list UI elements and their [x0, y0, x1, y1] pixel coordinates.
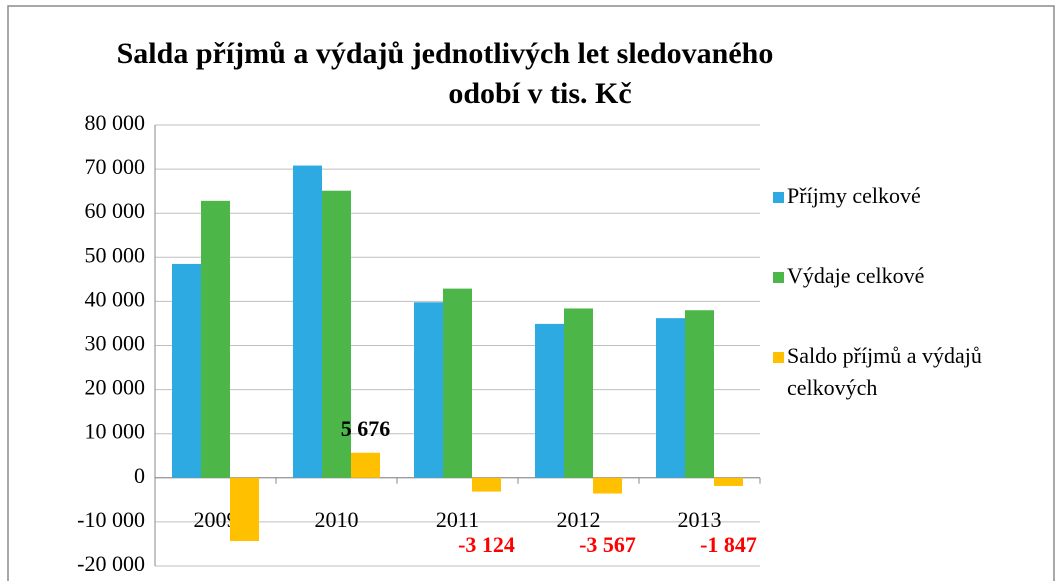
- legend-item: Saldo příjmů a výdajů celkových: [773, 340, 983, 404]
- x-tick-label: 2013: [678, 507, 722, 532]
- bar: [593, 477, 622, 494]
- y-tick-label: 50 000: [85, 242, 146, 267]
- bar: [714, 477, 743, 486]
- bar: [564, 308, 593, 478]
- chart-title: odobí v tis. Kč: [448, 77, 631, 110]
- bar: [230, 477, 259, 542]
- y-tick-label: 40 000: [85, 286, 146, 311]
- legend-swatch: [773, 352, 784, 363]
- x-tick-label: 2011: [436, 507, 479, 532]
- bar: [351, 452, 380, 478]
- bar: [472, 477, 501, 492]
- y-tick-label: 80 000: [85, 110, 146, 135]
- bar: [322, 190, 351, 478]
- y-tick-label: 0: [134, 463, 145, 488]
- legend-item: Příjmy celkové: [773, 180, 983, 212]
- y-tick-label: 30 000: [85, 331, 146, 356]
- legend-label: Saldo příjmů a výdajů celkových: [787, 343, 982, 400]
- legend-swatch: [773, 272, 784, 283]
- data-label: -3 124: [458, 532, 515, 557]
- x-tick-label: 2012: [557, 507, 601, 532]
- legend: Příjmy celkové Výdaje celkové Saldo příjmů…: [773, 180, 983, 452]
- bar: [414, 302, 443, 478]
- data-label: -3 567: [579, 532, 636, 557]
- y-tick-label: -10 000: [77, 507, 145, 532]
- legend-item: Výdaje celkové: [773, 260, 983, 292]
- x-tick-label: 2010: [315, 507, 359, 532]
- bar: [293, 165, 322, 478]
- legend-label: Příjmy celkové: [787, 183, 921, 208]
- bar: [443, 288, 472, 478]
- y-tick-label: 60 000: [85, 198, 146, 223]
- data-label: -1 847: [700, 532, 757, 557]
- bar: [172, 263, 201, 478]
- bar: [656, 318, 685, 478]
- y-tick-label: 20 000: [85, 375, 146, 400]
- legend-swatch: [773, 192, 784, 203]
- data-label: 5 676: [341, 416, 391, 441]
- chart-title: Salda příjmů a výdajů jednotlivých let s…: [117, 37, 774, 70]
- y-tick-label: 10 000: [85, 419, 146, 444]
- y-tick-label: -20 000: [77, 551, 145, 576]
- bar: [201, 200, 230, 478]
- bar: [685, 310, 714, 478]
- y-tick-label: 70 000: [85, 154, 146, 179]
- bar: [535, 323, 564, 478]
- legend-label: Výdaje celkové: [787, 263, 925, 288]
